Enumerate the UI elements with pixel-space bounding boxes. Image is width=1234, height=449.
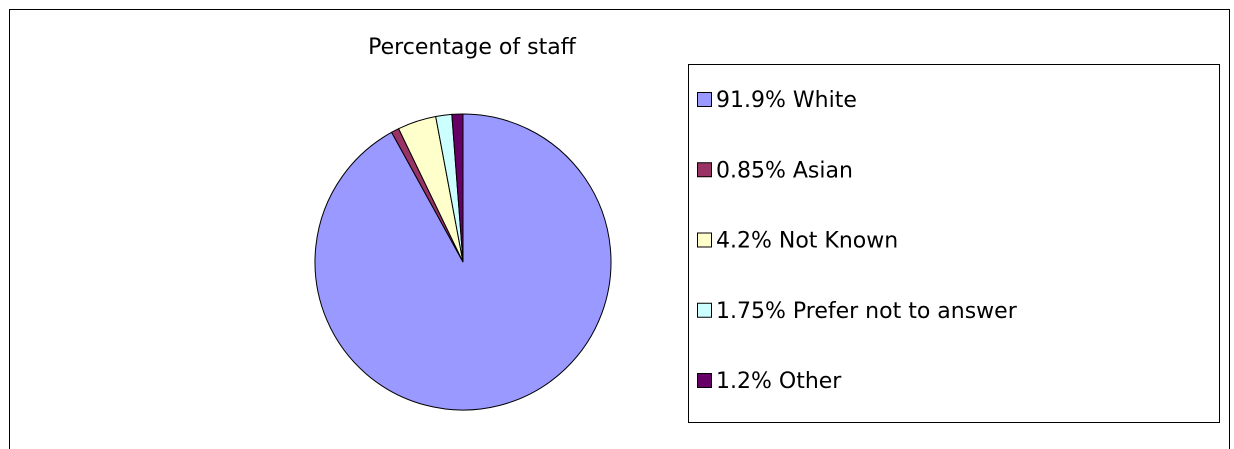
legend-label: 91.9% White — [716, 88, 857, 113]
chart-title: Percentage of staff — [368, 35, 577, 60]
legend-box — [688, 64, 1220, 423]
legend-swatch — [697, 162, 712, 178]
legend-swatch — [697, 302, 712, 318]
legend-label: 0.85% Asian — [716, 158, 853, 183]
legend-label: 1.75% Prefer not to answer — [716, 299, 1018, 324]
legend-label: 4.2% Not Known — [716, 229, 898, 254]
legend-swatch — [697, 232, 712, 248]
legend-label: 1.2% Other — [716, 369, 842, 394]
legend-swatch — [697, 92, 712, 107]
legend-swatch — [697, 373, 712, 388]
pie-slice — [451, 113, 464, 263]
